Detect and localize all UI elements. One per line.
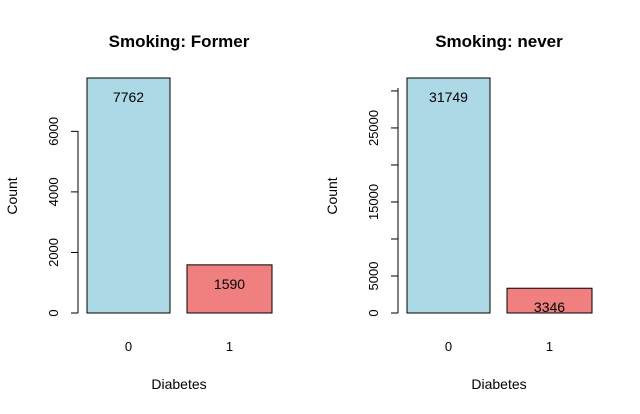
bar-0 bbox=[86, 77, 171, 314]
chart-title: Smoking: never bbox=[435, 32, 563, 51]
bar-1 bbox=[186, 264, 273, 314]
y-tick-label: 2000 bbox=[46, 238, 61, 267]
chart-panel-former: Smoking: Former 0 2000 4000 6000 Count 7762… bbox=[4, 32, 273, 392]
bar-value-label: 3346 bbox=[534, 299, 565, 315]
y-tick-label: 6000 bbox=[46, 117, 61, 146]
bar-value-label: 31749 bbox=[429, 89, 468, 105]
y-tick-label: 15000 bbox=[366, 184, 381, 220]
y-axis-ticks: 0 2000 4000 6000 bbox=[46, 117, 78, 317]
y-tick-label: 4000 bbox=[46, 177, 61, 206]
bars: 7762 1590 bbox=[86, 77, 273, 314]
bar-0 bbox=[406, 77, 491, 314]
chart-panel-never: Smoking: never 0 5000 15000 25000 Count 317… bbox=[324, 32, 593, 392]
bar-value-label: 1590 bbox=[214, 276, 245, 292]
x-axis-label: Diabetes bbox=[151, 376, 206, 392]
x-tick-label: 1 bbox=[546, 339, 553, 354]
x-tick-label: 1 bbox=[226, 339, 233, 354]
bars: 31749 3346 bbox=[406, 77, 593, 315]
y-tick-label: 5000 bbox=[366, 262, 381, 291]
y-tick-label: 0 bbox=[366, 309, 381, 316]
x-tick-label: 0 bbox=[445, 339, 452, 354]
x-axis-label: Diabetes bbox=[471, 376, 526, 392]
y-axis-ticks: 0 5000 15000 25000 bbox=[366, 90, 398, 317]
y-axis-label: Count bbox=[4, 177, 20, 214]
bar-value-label: 7762 bbox=[113, 89, 144, 105]
y-tick-label: 0 bbox=[46, 309, 61, 316]
y-tick-label: 25000 bbox=[366, 110, 381, 146]
y-axis-label: Count bbox=[324, 177, 340, 214]
x-tick-label: 0 bbox=[125, 339, 132, 354]
bar-1 bbox=[506, 287, 593, 314]
chart-title: Smoking: Former bbox=[109, 32, 250, 51]
